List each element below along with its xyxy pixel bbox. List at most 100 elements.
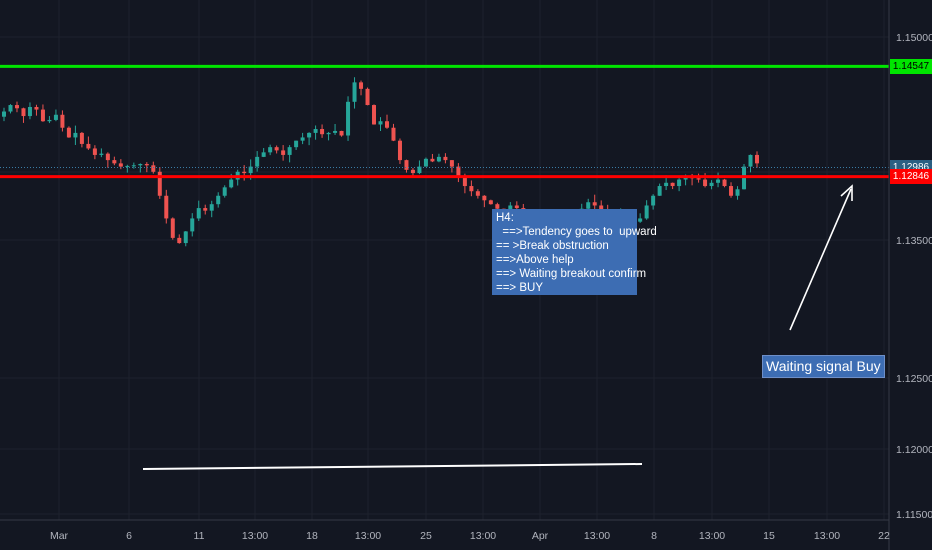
- candle: [664, 182, 669, 187]
- candle: [462, 176, 467, 187]
- candle: [391, 127, 396, 141]
- candle: [21, 108, 26, 117]
- candle: [488, 200, 493, 205]
- candle: [443, 156, 448, 161]
- candle: [203, 208, 208, 211]
- note-line: ==>Above help: [496, 254, 574, 266]
- candle: [586, 202, 591, 209]
- candle: [255, 156, 260, 167]
- x-tick-label: 13:00: [470, 530, 496, 542]
- candle: [287, 147, 292, 155]
- candle: [677, 179, 682, 187]
- trendline: [142, 463, 643, 470]
- candle: [138, 164, 143, 166]
- x-tick-label: 18: [306, 530, 318, 542]
- candle: [294, 140, 299, 148]
- candle: [190, 218, 195, 232]
- candle: [229, 179, 234, 188]
- candle: [300, 137, 305, 141]
- candle: [339, 130, 344, 136]
- x-tick-label: 13:00: [814, 530, 840, 542]
- candle: [157, 171, 162, 196]
- candle: [508, 205, 513, 211]
- support-trendline: [142, 463, 643, 470]
- x-tick-label: 13:00: [699, 530, 725, 542]
- candle: [430, 158, 435, 162]
- candle: [209, 204, 214, 211]
- candle: [170, 218, 175, 238]
- note-line: ==> Waiting breakout confirm: [496, 268, 647, 280]
- candle: [469, 186, 474, 192]
- candle: [92, 148, 97, 155]
- x-tick-label: 13:00: [584, 530, 610, 542]
- candle: [716, 179, 721, 183]
- candle: [60, 114, 65, 128]
- candle: [177, 237, 182, 244]
- x-tick-label: 15: [763, 530, 775, 542]
- y-tick-label: 1.12000: [896, 444, 932, 456]
- candle: [495, 204, 500, 209]
- x-tick-label: 11: [194, 530, 205, 542]
- candle: [222, 187, 227, 196]
- candle: [397, 140, 402, 161]
- x-tick-label: 22: [878, 530, 890, 542]
- x-tick-label: 13:00: [355, 530, 381, 542]
- y-axis: 1.150001.140001.135001.125001.120001.115…: [896, 32, 932, 521]
- candle: [164, 195, 169, 219]
- candle: [359, 82, 364, 89]
- y-tick-label: 1.15000: [896, 32, 932, 44]
- candle: [14, 105, 19, 109]
- note-line: ==> BUY: [496, 282, 543, 294]
- candle: [86, 143, 91, 149]
- candle: [709, 182, 714, 187]
- y-tick-label: 1.12500: [896, 373, 932, 385]
- up-arrow-drawing: [789, 184, 853, 331]
- candle: [326, 132, 331, 135]
- candle: [47, 119, 52, 122]
- candle: [599, 205, 604, 211]
- candle: [268, 147, 273, 153]
- candle: [34, 106, 39, 110]
- candle: [144, 164, 149, 166]
- candle: [307, 132, 312, 138]
- candle: [105, 153, 110, 161]
- candle: [657, 186, 662, 196]
- waiting-signal-label: Waiting signal Buy: [762, 355, 885, 378]
- candle: [352, 82, 357, 102]
- candle: [112, 160, 117, 164]
- candle: [410, 169, 415, 174]
- candle: [449, 160, 454, 167]
- candle: [248, 166, 253, 174]
- candle: [242, 171, 247, 174]
- candle: [346, 101, 351, 136]
- candle: [183, 231, 188, 244]
- grid: [0, 0, 889, 520]
- candle: [475, 191, 480, 196]
- candle: [703, 179, 708, 187]
- note-line: ==>Tendency goes to upward: [496, 226, 657, 238]
- candle: [417, 166, 422, 174]
- candle: [261, 152, 266, 157]
- candle: [644, 205, 649, 219]
- candle: [651, 195, 656, 206]
- candle: [404, 160, 409, 170]
- candle: [722, 179, 727, 187]
- x-tick-label: 25: [420, 530, 432, 542]
- price-levels: [0, 64, 889, 179]
- candle: [735, 189, 740, 196]
- candle: [423, 158, 428, 167]
- candle: [320, 129, 325, 135]
- candle: [372, 105, 377, 125]
- y-tick-label: 1.11500: [896, 509, 932, 521]
- resistance-price-tag: 1.14547: [890, 58, 932, 74]
- candle: [2, 111, 6, 117]
- candle: [131, 165, 136, 167]
- candle: [729, 186, 734, 196]
- support-price-tag: 1.12846: [890, 169, 932, 185]
- candle: [755, 154, 759, 164]
- candle: [8, 105, 13, 112]
- arrow-shaft: [789, 188, 852, 331]
- candle: [456, 166, 461, 177]
- x-tick-label: Mar: [50, 530, 69, 542]
